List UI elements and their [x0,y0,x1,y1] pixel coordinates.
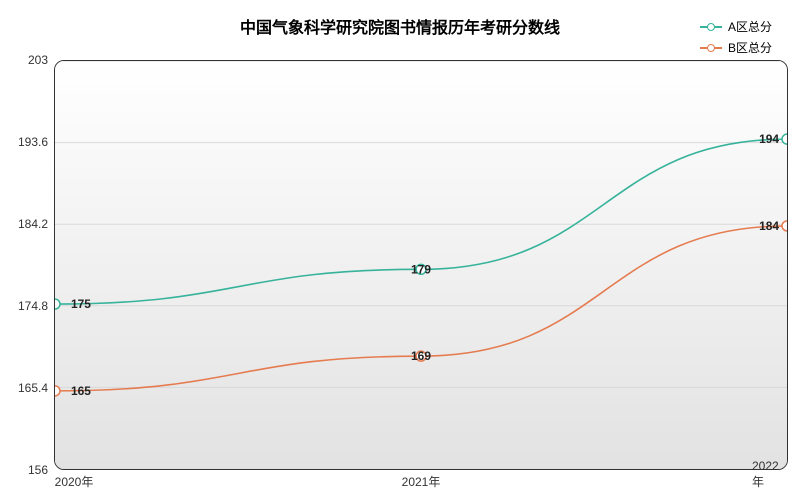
x-tick-label: 2020年 [55,473,94,490]
legend-item-b: B区总分 [700,39,772,56]
y-tick-label: 203 [28,53,48,67]
x-tick-label: 2021年 [402,473,441,490]
svg-text:194: 194 [759,132,779,146]
y-tick-label: 156 [28,463,48,477]
y-tick-label: 165.4 [18,381,48,395]
svg-text:175: 175 [71,297,91,311]
plot-area: 175 179 194 165 169 184 [54,60,788,470]
y-tick-label: 174.8 [18,299,48,313]
svg-text:179: 179 [411,262,431,276]
legend-label-a: A区总分 [728,18,772,35]
legend-swatch-b [700,47,722,49]
x-tick-label: 2022年 [752,459,784,490]
svg-text:184: 184 [759,219,779,233]
legend-swatch-a [700,26,722,28]
chart-container: 中国气象科学研究院图书情报历年考研分数线 A区总分 B区总分 175 179 194… [0,0,800,500]
plot-svg: 175 179 194 165 169 184 [55,61,787,469]
chart-title: 中国气象科学研究院图书情报历年考研分数线 [240,14,560,38]
legend-item-a: A区总分 [700,18,772,35]
y-tick-label: 193.6 [18,135,48,149]
y-tick-label: 184.2 [18,217,48,231]
svg-text:165: 165 [71,384,91,398]
svg-text:169: 169 [411,349,431,363]
legend: A区总分 B区总分 [700,18,772,60]
legend-label-b: B区总分 [728,39,772,56]
